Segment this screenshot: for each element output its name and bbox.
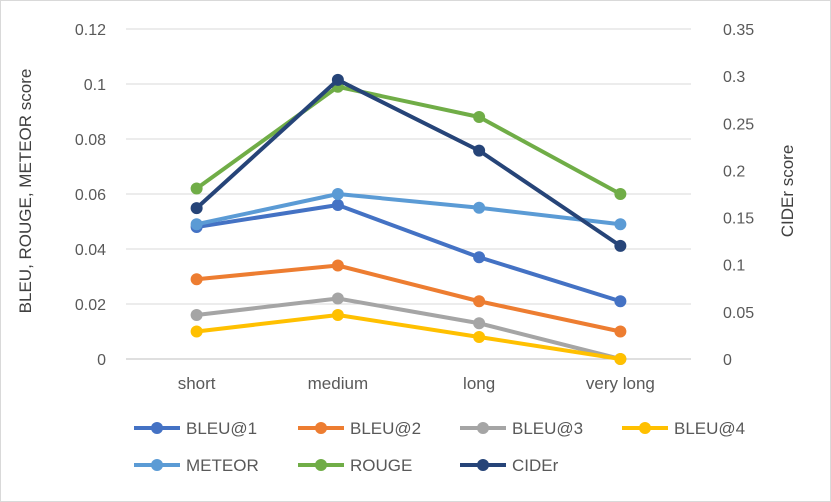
legend-swatch-marker xyxy=(151,459,163,471)
series-line xyxy=(194,192,623,227)
right-axis-ticks: 0 0.05 0.1 0.15 0.2 0.25 0.3 0.35 xyxy=(723,22,754,369)
left-tick-label: 0.08 xyxy=(75,132,106,149)
data-point xyxy=(614,325,627,338)
data-point xyxy=(190,273,203,286)
series-line xyxy=(194,77,623,248)
data-point xyxy=(473,295,486,308)
legend-label: BLEU@3 xyxy=(512,419,583,438)
data-point xyxy=(473,331,486,343)
data-point xyxy=(190,309,203,321)
legend-item: BLEU@3 xyxy=(460,419,583,438)
series-line xyxy=(194,313,623,361)
gridlines xyxy=(126,28,691,360)
legend-item: ROUGE xyxy=(298,456,412,475)
data-point xyxy=(473,144,486,157)
series-line xyxy=(194,203,623,304)
series-rouge xyxy=(190,80,627,200)
data-point xyxy=(190,202,203,215)
data-point xyxy=(190,182,203,195)
left-tick-label: 0.04 xyxy=(75,242,106,259)
data-point xyxy=(614,218,627,231)
category-label: medium xyxy=(308,374,368,393)
data-point xyxy=(190,218,203,231)
series-bleu-2 xyxy=(190,259,627,338)
legend-label: METEOR xyxy=(186,456,259,475)
data-point xyxy=(190,325,203,338)
series-cider xyxy=(190,73,627,252)
series-lines xyxy=(190,73,627,365)
data-point xyxy=(473,111,486,123)
data-point xyxy=(331,188,344,200)
data-point xyxy=(331,259,344,272)
series-bleu-1 xyxy=(190,199,627,308)
legend-label: CIDEr xyxy=(512,456,559,475)
right-tick-label: 0.15 xyxy=(723,211,754,228)
series-bleu-3 xyxy=(190,292,627,365)
data-point xyxy=(614,188,627,200)
legend-swatch-marker xyxy=(477,422,489,434)
legend: BLEU@1 BLEU@2 BLEU@3 BLEU@4 METEOR ROUGE CIDEr xyxy=(134,419,745,475)
legend-swatch-marker xyxy=(315,422,327,434)
left-tick-label: 0.02 xyxy=(75,297,106,314)
left-axis-ticks: 0 0.02 0.04 0.06 0.08 0.1 0.12 xyxy=(75,22,106,369)
legend-item: BLEU@4 xyxy=(622,419,745,438)
data-point xyxy=(331,73,344,86)
left-tick-label: 0.12 xyxy=(75,22,106,39)
legend-item: BLEU@1 xyxy=(134,419,257,438)
legend-swatch-marker xyxy=(639,422,651,434)
left-tick-label: 0 xyxy=(97,352,106,369)
category-label: long xyxy=(463,374,495,393)
series-meteor xyxy=(190,188,627,231)
series-line xyxy=(194,296,623,361)
right-tick-label: 0.35 xyxy=(723,22,754,39)
data-point xyxy=(473,251,486,264)
data-point xyxy=(614,295,627,308)
legend-swatch-marker xyxy=(151,422,163,434)
category-label: short xyxy=(178,374,216,393)
data-point xyxy=(473,201,486,214)
data-point xyxy=(473,317,486,330)
legend-swatch-marker xyxy=(315,459,327,471)
right-tick-label: 0.25 xyxy=(723,116,754,133)
legend-item: CIDEr xyxy=(460,456,559,475)
category-label: very long xyxy=(586,374,655,393)
legend-label: BLEU@2 xyxy=(350,419,421,438)
series-line xyxy=(194,84,623,196)
legend-label: BLEU@1 xyxy=(186,419,257,438)
data-point xyxy=(614,239,627,252)
legend-swatch-marker xyxy=(477,459,489,471)
right-tick-label: 0.2 xyxy=(723,163,745,180)
legend-item: METEOR xyxy=(134,456,259,475)
data-point xyxy=(331,199,344,211)
left-axis-title: BLEU, ROUGE, METEOR score xyxy=(16,69,35,314)
left-tick-label: 0.1 xyxy=(84,77,106,94)
category-labels: short medium long very long xyxy=(178,374,655,393)
right-tick-label: 0 xyxy=(723,352,732,369)
right-tick-label: 0.05 xyxy=(723,305,754,322)
data-point xyxy=(331,309,344,321)
legend-item: BLEU@2 xyxy=(298,419,421,438)
legend-label: BLEU@4 xyxy=(674,419,745,438)
right-tick-label: 0.1 xyxy=(723,258,745,275)
left-tick-label: 0.06 xyxy=(75,187,106,204)
series-line xyxy=(194,263,623,334)
data-point xyxy=(614,353,627,365)
legend-label: ROUGE xyxy=(350,456,412,475)
right-axis-title: CIDEr score xyxy=(778,145,797,238)
right-tick-label: 0.3 xyxy=(723,69,745,86)
data-point xyxy=(331,292,344,305)
series-bleu-4 xyxy=(190,309,627,365)
